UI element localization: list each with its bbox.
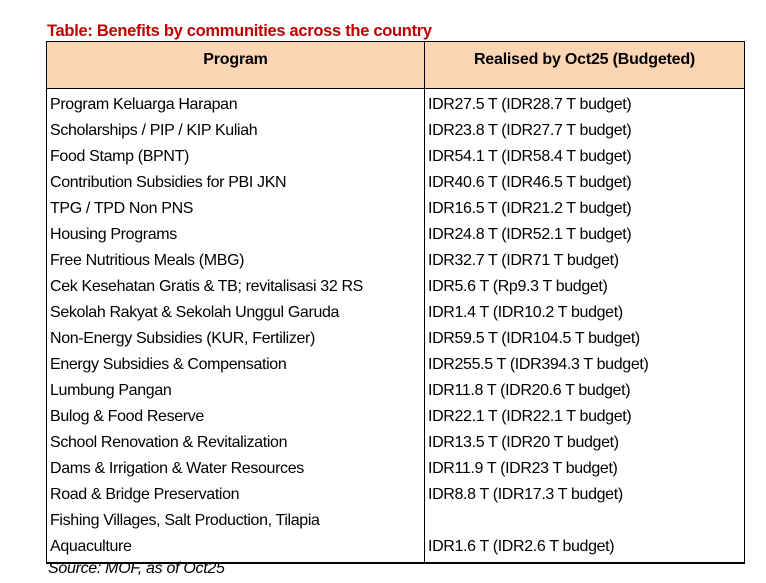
- header-program: Program: [47, 42, 425, 88]
- program-column: Program Keluarga Harapan Scholarships / P…: [47, 89, 425, 562]
- value-cell: IDR1.4 T (IDR10.2 T budget): [428, 304, 623, 321]
- value-cell: IDR23.8 T (IDR27.7 T budget): [428, 122, 632, 139]
- value-cell: [425, 508, 744, 534]
- program-cell: Road & Bridge Preservation: [50, 486, 240, 503]
- value-cell: IDR22.1 T (IDR22.1 T budget): [428, 408, 632, 425]
- program-cell: Food Stamp (BPNT): [50, 148, 189, 165]
- value-column: IDR27.5 T (IDR28.7 T budget) IDR23.8 T (I…: [425, 89, 744, 562]
- program-cell: Aquaculture: [50, 538, 132, 555]
- value-cell: IDR24.8 T (IDR52.1 T budget): [428, 226, 632, 243]
- value-cell: IDR8.8 T (IDR17.3 T budget): [428, 486, 623, 503]
- value-cell: IDR54.1 T (IDR58.4 T budget): [428, 148, 632, 165]
- program-cell: Bulog & Food Reserve: [50, 408, 204, 425]
- value-cell: IDR11.8 T (IDR20.6 T budget): [428, 382, 631, 399]
- program-cell: Fishing Villages, Salt Production, Tilap…: [50, 512, 320, 529]
- program-cell: Lumbung Pangan: [50, 382, 172, 399]
- program-cell: TPG / TPD Non PNS: [50, 200, 194, 217]
- program-cell: Free Nutritious Meals (MBG): [50, 252, 245, 269]
- program-cell: Housing Programs: [50, 226, 177, 243]
- program-cell: Energy Subsidies & Compensation: [50, 356, 287, 373]
- source-note: Source: MOF, as of Oct25: [48, 560, 225, 577]
- value-cell: IDR16.5 T (IDR21.2 T budget): [428, 200, 632, 217]
- program-cell: Program Keluarga Harapan: [50, 96, 238, 113]
- program-cell: Scholarships / PIP / KIP Kuliah: [50, 122, 258, 139]
- value-cell: IDR5.6 T (Rp9.3 T budget): [428, 278, 608, 295]
- value-cell: IDR32.7 T (IDR71 T budget): [428, 252, 619, 269]
- program-cell: Cek Kesehatan Gratis & TB; revitalisasi …: [50, 278, 363, 295]
- value-cell: IDR11.9 T (IDR23 T budget): [428, 460, 618, 477]
- value-cell: IDR59.5 T (IDR104.5 T budget): [428, 330, 640, 347]
- program-cell: Dams & Irrigation & Water Resources: [50, 460, 304, 477]
- value-cell: IDR13.5 T (IDR20 T budget): [428, 434, 619, 451]
- program-cell: Non-Energy Subsidies (KUR, Fertilizer): [50, 330, 316, 347]
- program-cell: Sekolah Rakyat & Sekolah Unggul Garuda: [50, 304, 340, 321]
- value-cell: IDR1.6 T (IDR2.6 T budget): [428, 538, 615, 555]
- table-body: Program Keluarga Harapan Scholarships / P…: [47, 89, 744, 562]
- value-cell: IDR27.5 T (IDR28.7 T budget): [428, 96, 632, 113]
- header-realised: Realised by Oct25 (Budgeted): [473, 51, 696, 68]
- program-cell: School Renovation & Revitalization: [50, 434, 288, 451]
- value-cell: IDR255.5 T (IDR394.3 T budget): [428, 356, 649, 373]
- value-cell: IDR40.6 T (IDR46.5 T budget): [428, 174, 632, 191]
- program-cell: Contribution Subsidies for PBI JKN: [50, 174, 287, 191]
- table-header: Program Realised by Oct25 (Budgeted): [47, 42, 744, 89]
- benefits-table: Program Realised by Oct25 (Budgeted) Pro…: [46, 41, 745, 564]
- table-title: Table: Benefits by communities across th…: [47, 22, 432, 40]
